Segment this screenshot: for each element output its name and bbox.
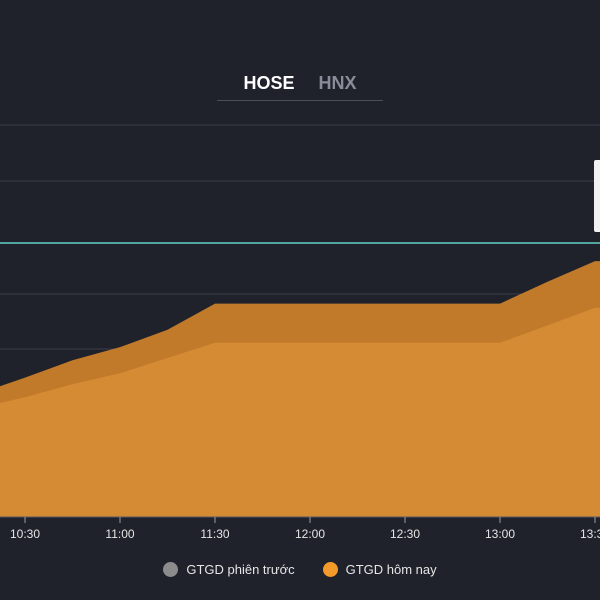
x-tick-label: 12:30: [390, 527, 420, 541]
x-tick-label: 11:30: [200, 527, 229, 541]
legend-label-today: GTGD hôm nay: [345, 562, 437, 577]
tab-hose[interactable]: HOSE: [243, 73, 295, 93]
legend-item-today[interactable]: GTGD hôm nay: [322, 562, 437, 577]
tooltip-edge: [594, 160, 600, 232]
x-tick-label: 13:30: [580, 527, 600, 541]
x-tick-label: 12:00: [295, 527, 325, 541]
x-tick-label: 10:30: [10, 527, 40, 541]
series-previous-area: [0, 307, 600, 517]
legend-dot-previous: [163, 562, 179, 577]
x-axis: 10:30 11:00 11:30 12:00 12:30 13:00 13:30: [0, 516, 600, 541]
tab-hnx[interactable]: HNX: [318, 73, 357, 93]
legend-dot-today: [322, 562, 338, 577]
exchange-tabs: HOSE HNX: [217, 70, 383, 101]
legend: GTGD phiên trước GTGD hôm nay: [0, 562, 600, 577]
legend-item-previous[interactable]: GTGD phiên trước: [163, 562, 295, 577]
legend-label-previous: GTGD phiên trước: [186, 562, 295, 577]
x-tick-label: 13:00: [485, 527, 515, 541]
x-tick-label: 11:00: [105, 527, 134, 541]
grid-lines: [0, 124, 600, 350]
area-series: [0, 261, 600, 517]
